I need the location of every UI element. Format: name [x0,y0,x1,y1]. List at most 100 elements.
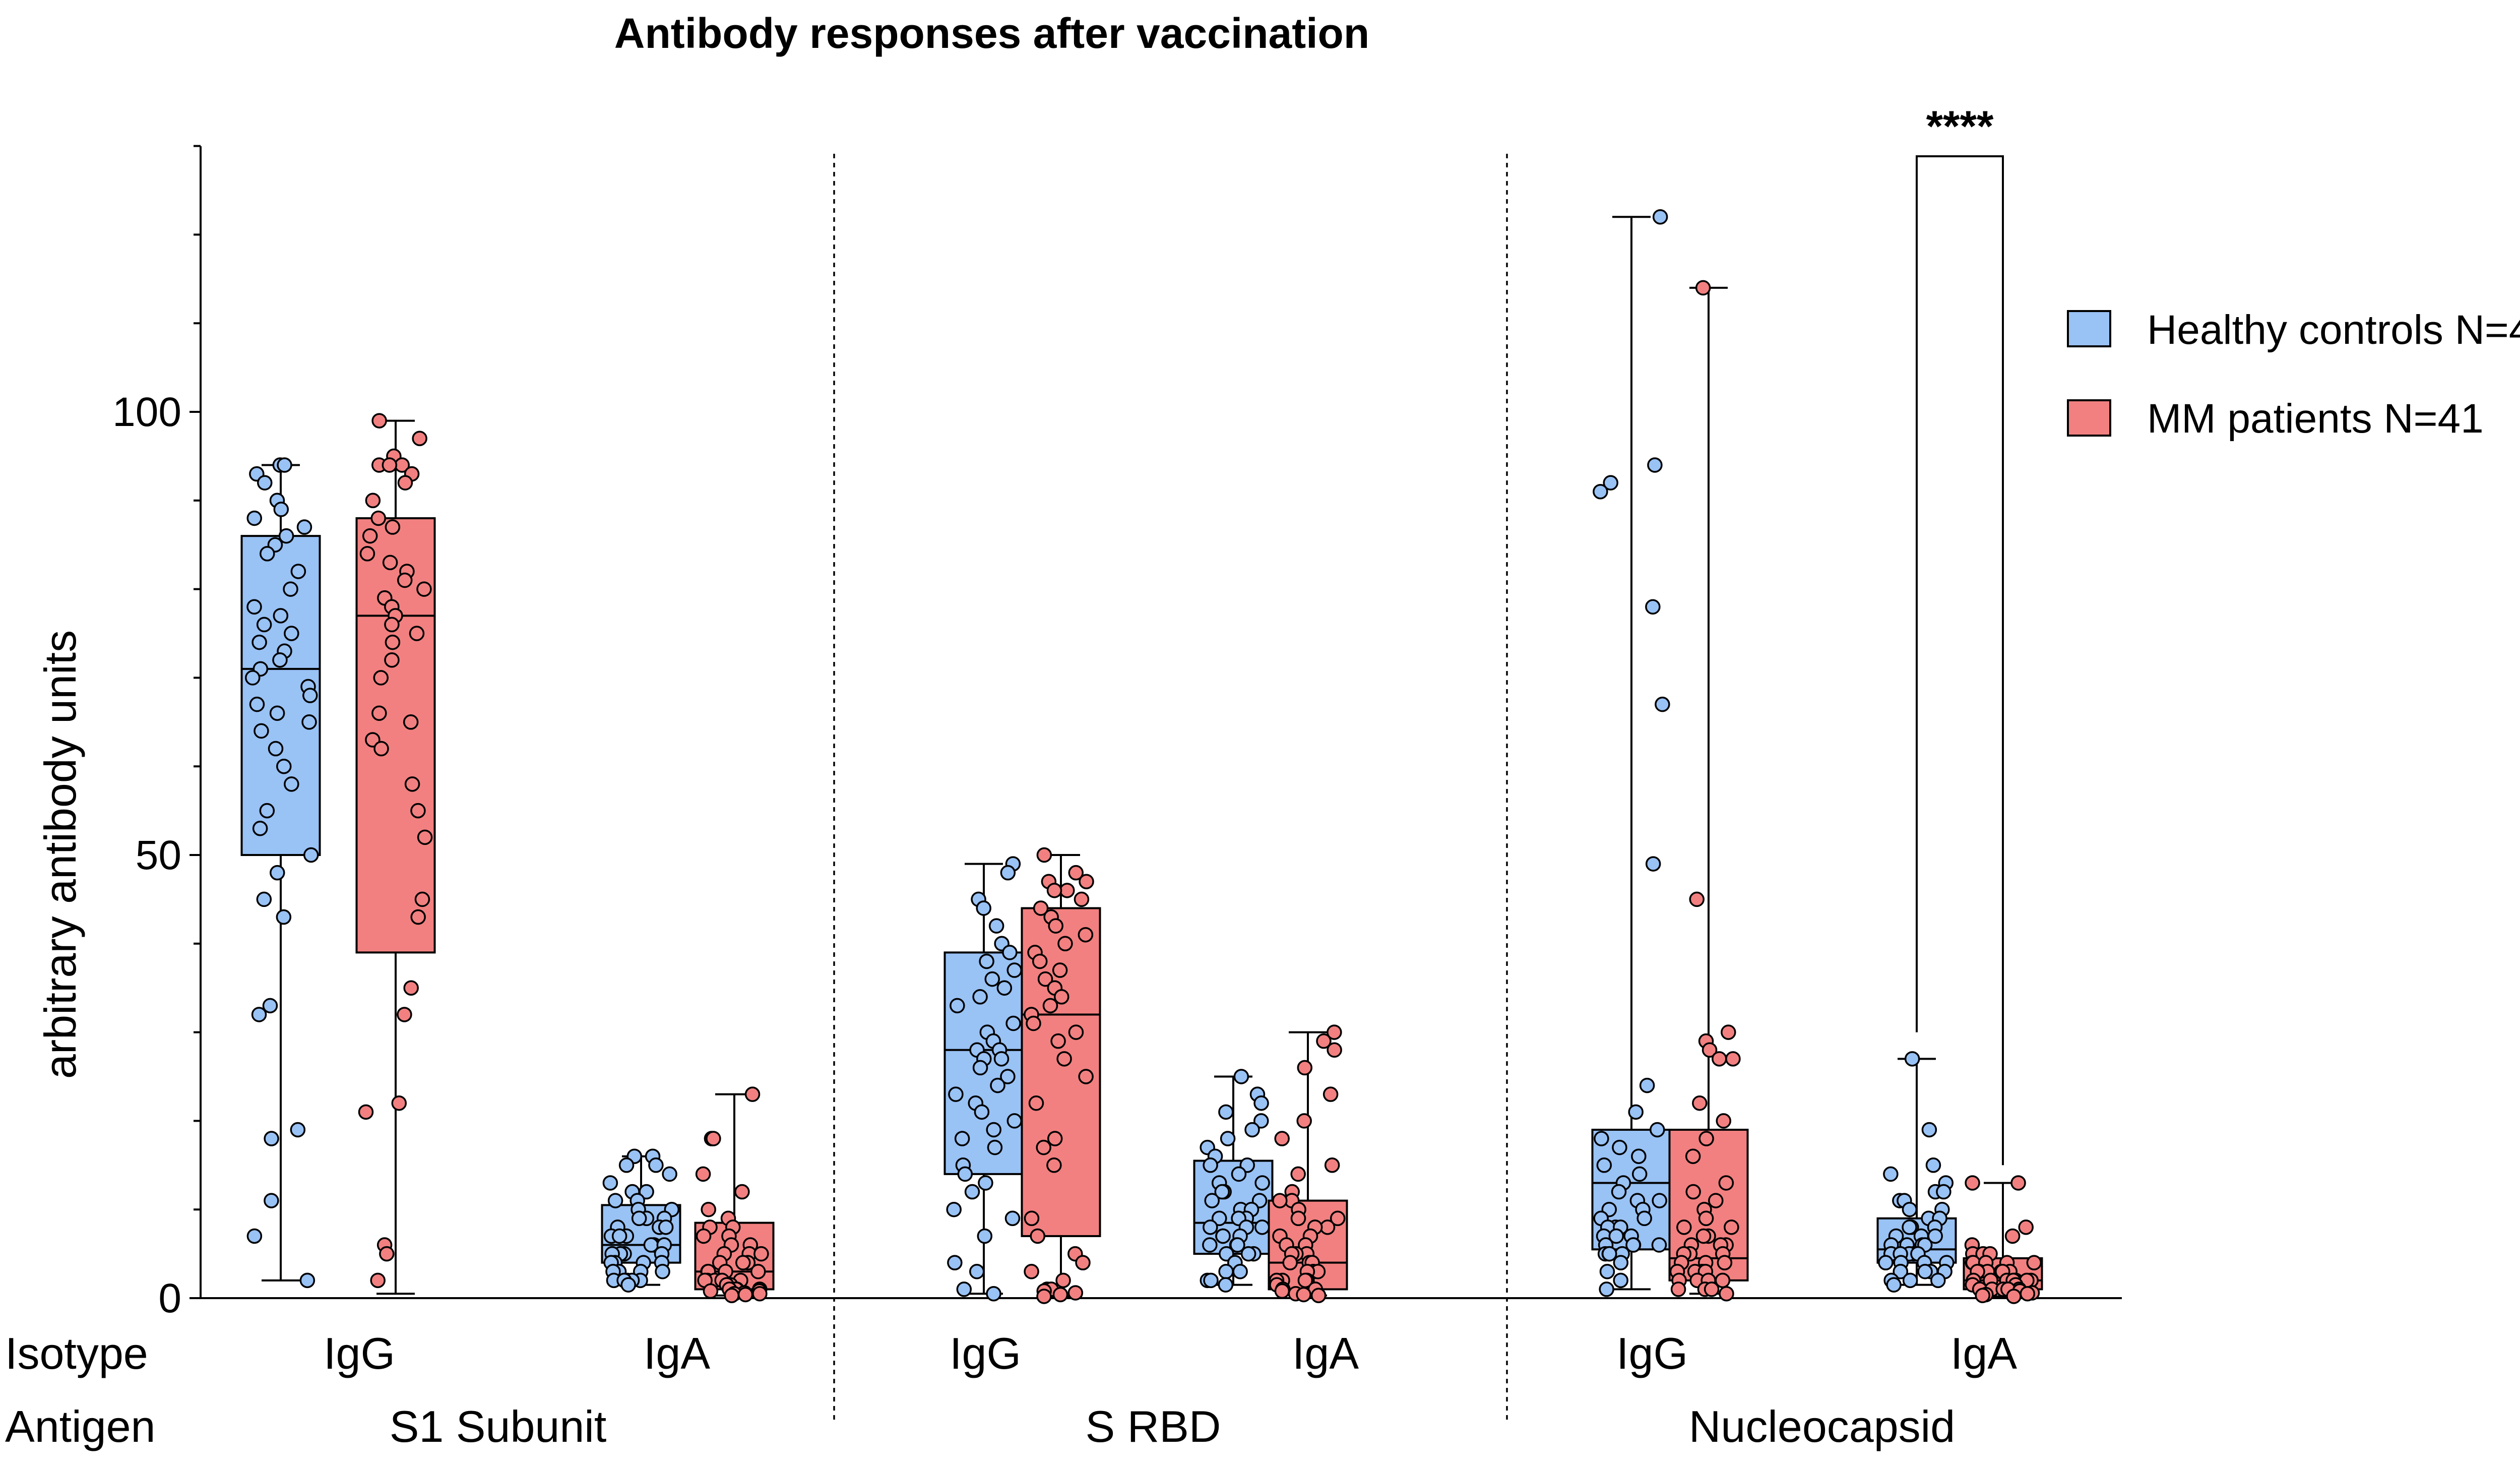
data-point [1324,1157,1340,1173]
data-point [1650,1122,1665,1138]
data-point [264,1131,279,1146]
data-point [385,519,401,535]
data-point [1719,1286,1734,1302]
data-point [1274,1131,1290,1146]
data-point [417,829,433,845]
data-point [1220,1131,1236,1146]
data-point [259,803,275,819]
data-point [1708,1193,1724,1208]
data-point [373,741,389,757]
data-point [414,891,430,907]
data-point [1202,1237,1218,1253]
isotype-label: IgG [950,1328,1021,1378]
data-point [373,670,389,686]
data-point [1030,1228,1046,1244]
data-point [1628,1104,1644,1120]
data-point [270,865,285,881]
data-point [1006,962,1023,978]
data-point [734,1184,750,1200]
data-point [1203,1157,1218,1173]
significance-bracket-line [1916,155,2004,1166]
data-point [1718,1175,1734,1191]
data-point [957,1166,973,1182]
data-point [246,1228,263,1244]
data-point [1593,483,1608,500]
data-point [1231,1166,1247,1182]
data-point [254,723,269,739]
data-point [1232,1264,1248,1279]
data-point [948,1086,964,1102]
data-point [1006,1113,1023,1129]
data-point [974,1104,990,1120]
data-point [972,989,988,1005]
data-point [696,1228,712,1244]
data-point [359,546,375,562]
data-point [1975,1288,1991,1303]
data-point [1033,900,1049,916]
data-point [1327,1042,1342,1058]
antigen-label: S1 Subunit [390,1401,607,1451]
data-point [1608,1228,1624,1244]
data-point [1212,1210,1227,1227]
data-point [371,705,387,721]
data-point [1645,856,1661,872]
data-point [1636,1210,1652,1227]
data-point [269,705,285,721]
data-point [272,652,288,668]
data-point [1253,1113,1269,1129]
data-point [1327,1024,1342,1040]
data-point [1612,1139,1627,1155]
data-point [283,581,298,597]
data-point [249,696,265,712]
data-point [1330,1210,1346,1227]
data-point [1310,1288,1327,1303]
data-point [1272,1193,1288,1208]
data-point [1068,1024,1084,1040]
data-point [1005,1015,1021,1031]
data-point [1218,1277,1234,1293]
data-point [1274,1283,1290,1299]
data-point [1046,1157,1062,1173]
data-point [1886,1277,1902,1293]
data-point [290,564,306,579]
data-point [397,1007,412,1022]
data-point [384,617,400,633]
data-point [2004,1228,2021,1244]
data-point [1613,1255,1629,1270]
axes: 0 50 100 [112,145,2122,1321]
data-point [950,998,965,1014]
data-point [602,1175,618,1191]
data-point [1695,280,1711,296]
data-point [1645,599,1661,615]
data-point [658,1219,674,1235]
box-plots [240,216,2043,1298]
data-point [284,776,299,792]
data-point [278,528,294,544]
data-point [273,608,289,624]
data-point [1059,883,1075,898]
data-point [1676,1219,1692,1235]
data-point [391,1095,407,1111]
data-point [1215,1228,1231,1244]
data-point [410,803,426,819]
data-point [277,457,292,473]
data-point [1594,1131,1609,1146]
data-point [409,626,425,641]
data-point [1322,1086,1339,1102]
data-point [1936,1184,1951,1200]
data-point [403,980,419,996]
data-point [416,581,432,597]
data-point [1893,1264,1909,1279]
data-point [382,555,398,571]
data-point [1253,1095,1269,1111]
data-point [1925,1157,1941,1173]
isotype-label: IgA [1950,1328,2017,1378]
data-point [246,599,262,615]
data-point [1921,1122,1937,1138]
data-point [1904,1051,1920,1067]
y-tick-label: 50 [136,832,181,878]
legend-swatch-mm [2067,399,2111,437]
data-point [662,1166,677,1182]
data-point [986,1122,1001,1138]
data-point [379,1246,395,1262]
